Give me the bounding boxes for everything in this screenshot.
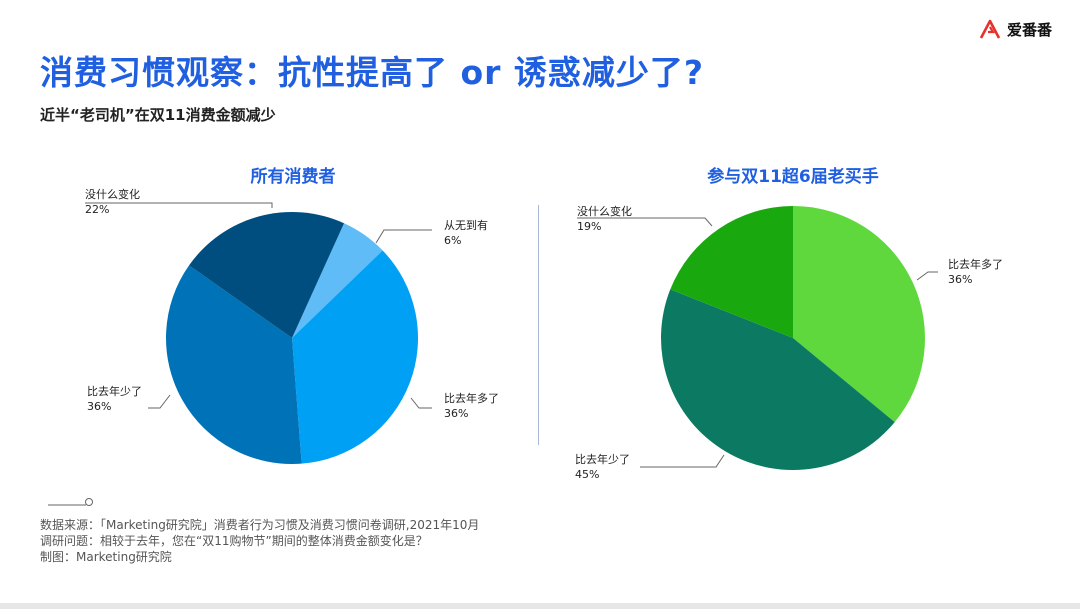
label-vet-less-value: 45 [575,468,589,481]
chart-title-veteran: 参与双11超6届老买手 [707,167,879,187]
leader-all-less [148,394,171,409]
leader-all-nochange [85,202,273,208]
label-all-more-value: 36 [444,407,458,420]
label-all-new: 从无到有 6% [444,219,488,247]
page-subtitle: 近半“老司机”在双11消费金额减少 [40,106,276,124]
question-line: 调研问题：相较于去年，您在“双11购物节”期间的整体消费金额变化是？ [40,534,428,548]
label-all-new-name: 从无到有 [444,219,488,232]
logo-icon [979,19,1001,39]
logo-text: 爱番番 [1006,20,1052,39]
pie-slice-all-more [292,250,419,464]
pie-slice-vet-less [661,289,895,471]
label-all-less-value: 36 [87,400,101,413]
label-vet-more-name: 比去年多了 [948,258,1003,271]
label-all-less-name: 比去年少了 [87,385,142,398]
label-all-more-name: 比去年多了 [444,392,499,405]
page-title: 消费习惯观察：抗性提高了 or 诱惑减少了? [40,53,705,92]
credit-line: 制图：Marketing研究院 [40,550,172,564]
pie-slice-all-less [165,265,302,465]
pie-slice-all-new [292,223,383,338]
leader-all-new [375,229,432,244]
label-all-new-value: 6 [444,234,451,247]
source-marker-dot [85,498,93,506]
label-vet-nochange-name: 没什么变化 [577,205,632,218]
pie-slice-vet-more [793,206,926,423]
leader-all-more [410,397,432,409]
leader-vet-more [916,271,938,281]
source-notes: 数据来源：「Marketing研究院」消费者行为习惯及消费习惯问卷调研,2021… [40,517,479,565]
label-vet-nochange: 没什么变化 19% [577,205,632,233]
chart-divider [538,205,539,445]
label-vet-more: 比去年多了 36% [948,258,1003,286]
leader-vet-nochange [577,217,713,227]
brand-logo: 爱番番 [979,18,1052,40]
pie-slice-vet-nochange [670,206,793,338]
label-all-nochange: 没什么变化 22% [85,188,140,216]
label-vet-less: 比去年少了 45% [575,453,630,481]
label-vet-less-name: 比去年少了 [575,453,630,466]
label-vet-more-value: 36 [948,273,962,286]
label-all-nochange-value: 22 [85,203,99,216]
label-all-more: 比去年多了 36% [444,392,499,420]
label-all-less: 比去年少了 36% [87,385,142,413]
leader-vet-less [640,454,725,468]
bottom-bar [0,603,1080,609]
source-line: 数据来源：「Marketing研究院」消费者行为习惯及消费习惯问卷调研,2021… [40,518,480,532]
pie-slice-all-nochange [189,211,345,338]
chart-title-all: 所有消费者 [250,167,336,187]
label-all-nochange-name: 没什么变化 [85,188,140,201]
label-vet-nochange-value: 19 [577,220,591,233]
